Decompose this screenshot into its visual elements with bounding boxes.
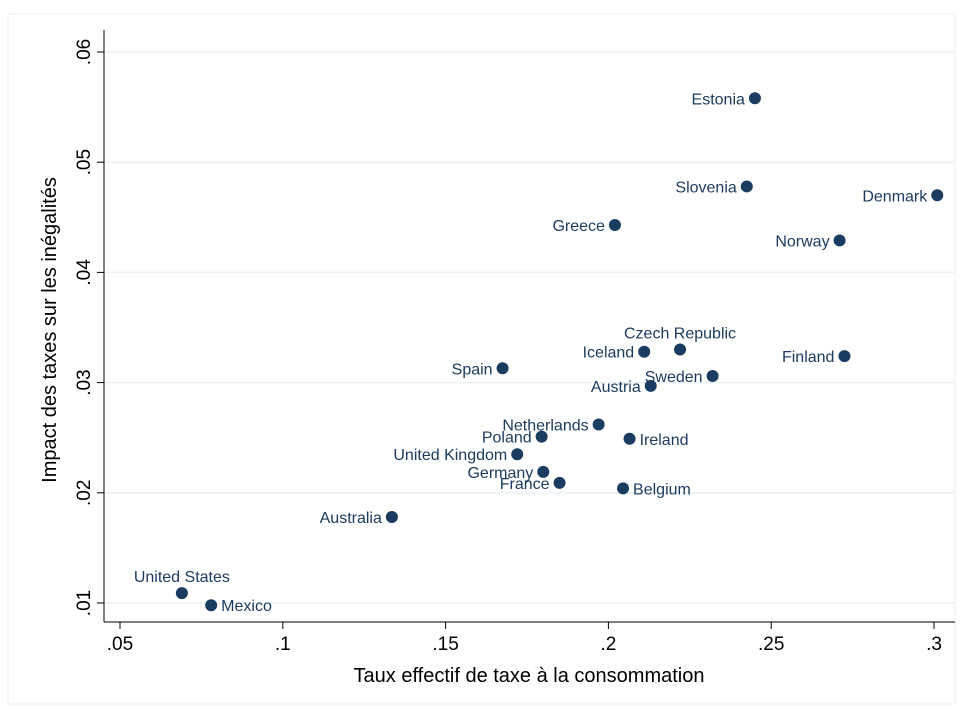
point-label: Estonia bbox=[692, 91, 745, 108]
data-point bbox=[608, 219, 621, 232]
point-label: Czech Republic bbox=[624, 326, 736, 343]
point-label: Australia bbox=[320, 510, 382, 527]
x-tick-label: .2 bbox=[600, 634, 616, 655]
data-point bbox=[592, 418, 605, 431]
point-label: France bbox=[500, 476, 550, 493]
y-tick-label: .03 bbox=[74, 369, 95, 395]
x-tick-label: .1 bbox=[275, 634, 291, 655]
data-point bbox=[537, 465, 550, 478]
data-point bbox=[931, 189, 944, 202]
y-axis-label: Impact des taxes sur les inégalités bbox=[39, 177, 61, 483]
point-label: United States bbox=[134, 569, 230, 586]
point-label: Slovenia bbox=[675, 179, 736, 196]
point-label: Greece bbox=[552, 218, 605, 235]
data-point bbox=[205, 599, 218, 612]
point-label: Iceland bbox=[583, 345, 635, 362]
point-label: Mexico bbox=[221, 598, 272, 615]
point-label: Austria bbox=[591, 379, 641, 396]
x-tick-label: .15 bbox=[432, 634, 458, 655]
y-tick-label: .04 bbox=[74, 259, 95, 286]
data-point bbox=[535, 430, 548, 443]
point-label: Norway bbox=[775, 233, 829, 250]
data-point bbox=[740, 180, 753, 193]
data-point bbox=[706, 369, 719, 382]
data-point bbox=[623, 432, 636, 445]
data-point bbox=[838, 350, 851, 363]
y-tick-label: .02 bbox=[74, 480, 95, 506]
data-point bbox=[385, 511, 398, 524]
y-tick-label: .05 bbox=[74, 149, 95, 175]
x-tick-label: .05 bbox=[107, 634, 133, 655]
data-point bbox=[553, 476, 566, 489]
data-point bbox=[638, 345, 651, 358]
data-point bbox=[644, 379, 657, 392]
x-axis-label: Taux effectif de taxe à la consommation bbox=[354, 665, 705, 687]
y-tick-label: .01 bbox=[74, 590, 95, 616]
data-point bbox=[496, 362, 509, 375]
point-label: Sweden bbox=[645, 369, 703, 386]
data-points: Estonia Slovenia Denmark Greece Norway Czech … bbox=[134, 91, 944, 615]
axes: .01 .02 .03 .04 .05 .06 .05 .1 .15 .2 .25 .3 bbox=[74, 30, 955, 655]
point-label: United Kingdom bbox=[393, 447, 507, 464]
x-tick-label: .25 bbox=[758, 634, 784, 655]
data-point bbox=[511, 448, 524, 461]
grid-lines bbox=[104, 51, 955, 604]
data-point bbox=[674, 343, 687, 356]
point-label: Netherlands bbox=[502, 417, 588, 434]
data-point bbox=[833, 234, 846, 247]
point-label: Poland bbox=[482, 430, 532, 447]
y-tick-label: .06 bbox=[74, 39, 95, 65]
outer-frame bbox=[7, 13, 956, 705]
data-point bbox=[617, 482, 630, 495]
data-point bbox=[748, 92, 761, 105]
point-label: Belgium bbox=[633, 481, 691, 498]
point-label: Ireland bbox=[640, 432, 689, 449]
point-label: Finland bbox=[782, 349, 834, 366]
point-label: Spain bbox=[452, 361, 493, 378]
x-tick-label: .3 bbox=[926, 634, 942, 655]
point-label: Germany bbox=[467, 465, 533, 482]
data-point bbox=[175, 587, 188, 600]
point-label: Denmark bbox=[862, 188, 928, 205]
